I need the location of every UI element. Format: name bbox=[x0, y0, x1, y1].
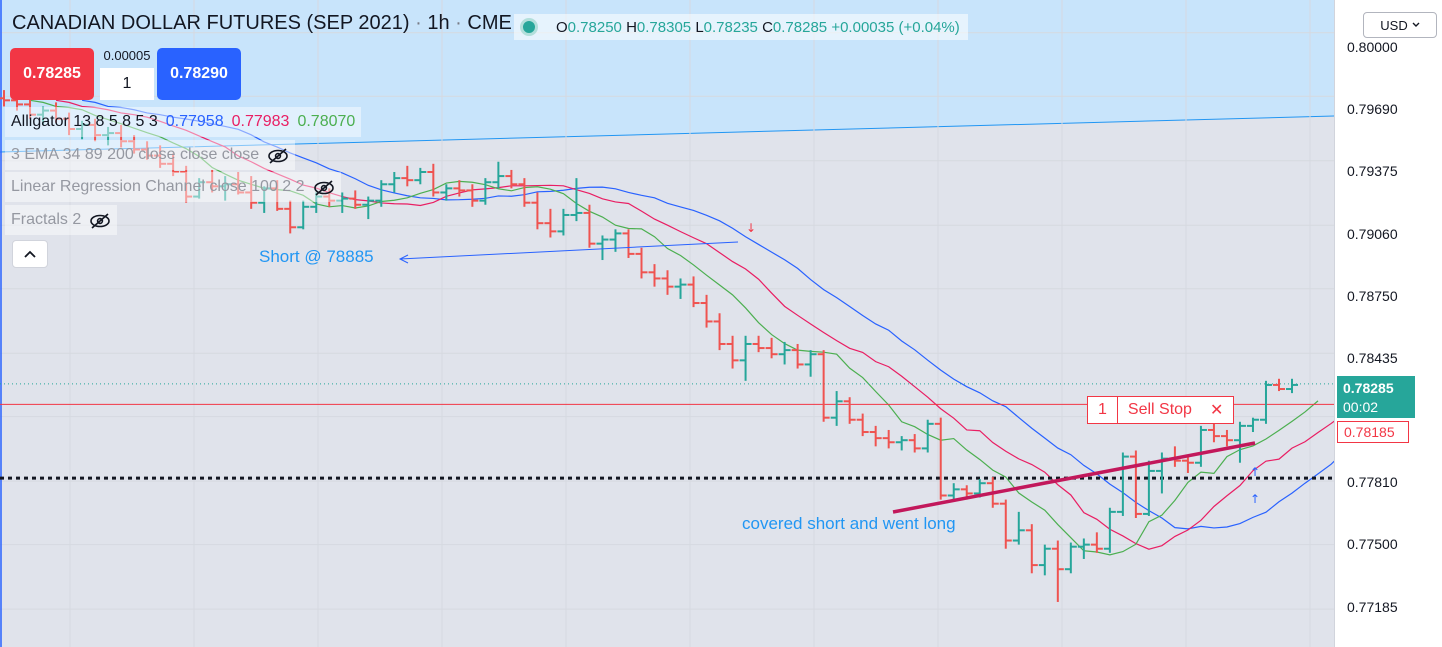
last-price: 0.78285 bbox=[1343, 380, 1394, 396]
sell-price: 0.78285 bbox=[23, 65, 81, 82]
price-tick: 0.77185 bbox=[1347, 599, 1398, 615]
study-name: Linear Regression Channel close 100 2 2 bbox=[11, 178, 305, 195]
study-value: 0.77983 bbox=[231, 113, 290, 130]
price-tick: 0.79690 bbox=[1347, 101, 1398, 117]
quantity-field[interactable]: 1 bbox=[100, 68, 154, 100]
bar-countdown: 00:02 bbox=[1343, 399, 1379, 415]
study-name: 3 EMA 34 89 200 close close close bbox=[11, 146, 260, 163]
study-fractals[interactable]: Fractals 2 bbox=[5, 205, 118, 235]
annotation-short[interactable]: Short @ 78885 bbox=[259, 247, 374, 266]
close-label: C bbox=[762, 18, 773, 36]
close-icon[interactable]: ✕ bbox=[1209, 402, 1224, 419]
separator: · bbox=[455, 12, 462, 34]
interval-label: 1h bbox=[427, 12, 450, 34]
alligator-lips-line bbox=[29, 99, 1319, 556]
price-tick: 0.79375 bbox=[1347, 163, 1398, 179]
price-tick: 0.78750 bbox=[1347, 288, 1398, 304]
eye-off-icon[interactable] bbox=[267, 148, 289, 164]
market-open-icon bbox=[520, 18, 538, 36]
alligator-jaw-line bbox=[81, 99, 1334, 530]
close-value: 0.78285 bbox=[772, 18, 828, 36]
order-price: 0.78185 bbox=[1344, 424, 1395, 440]
low-label: L bbox=[695, 18, 704, 36]
eye-off-icon[interactable] bbox=[89, 213, 111, 229]
order-quantity: 1 bbox=[1088, 397, 1118, 423]
quantity-value: 1 bbox=[122, 75, 132, 92]
separator: · bbox=[415, 12, 422, 34]
buy-price: 0.78290 bbox=[170, 65, 228, 82]
study-value: 0.78070 bbox=[297, 113, 356, 130]
price-tick: 0.79060 bbox=[1347, 226, 1398, 242]
change-value: +0.00035 (+0.04%) bbox=[831, 18, 960, 36]
low-value: 0.78235 bbox=[703, 18, 758, 36]
study-value: 0.77958 bbox=[165, 113, 224, 130]
symbol-legend[interactable]: CANADIAN DOLLAR FUTURES (SEP 2021) · 1h … bbox=[12, 12, 512, 35]
currency-dropdown[interactable]: USD bbox=[1363, 12, 1437, 38]
order-label: Sell Stop bbox=[1127, 401, 1192, 418]
last-price-badge: 0.78285 00:02 bbox=[1337, 376, 1415, 418]
price-tick: 0.80000 bbox=[1347, 39, 1398, 55]
annotation-long[interactable]: covered short and went long bbox=[742, 514, 956, 533]
open-value: 0.78250 bbox=[567, 18, 622, 36]
collapse-legend-button[interactable] bbox=[12, 240, 48, 268]
currency-label: USD bbox=[1380, 17, 1408, 33]
ohlc-readout: O 0.78250 H 0.78305 L 0.78235 C 0.78285 +0.0… bbox=[514, 14, 968, 40]
alligator-teeth-line bbox=[55, 99, 1334, 550]
buy-button[interactable]: 0.78290 bbox=[157, 48, 241, 100]
price-tick: 0.77500 bbox=[1347, 536, 1398, 552]
sell-stop-order[interactable]: 1 Sell Stop ✕ bbox=[1087, 396, 1235, 424]
price-chart[interactable]: ↓ ↑ ↑ bbox=[0, 0, 1334, 647]
price-tick: 0.77810 bbox=[1347, 474, 1398, 490]
high-value: 0.78305 bbox=[636, 18, 692, 36]
study-name: Fractals 2 bbox=[11, 211, 82, 228]
chart-pane[interactable]: ↓ ↑ ↑ CANADIAN DOLLAR FUTURES (SEP 2021) ·… bbox=[0, 0, 1334, 647]
short-arrow-line bbox=[399, 241, 739, 260]
fractal-up-icon: ↑ bbox=[1250, 465, 1260, 479]
price-axis[interactable]: USD 0.80000 0.79690 0.79375 0.79060 0.78… bbox=[1334, 0, 1442, 647]
fractal-up-icon: ↑ bbox=[1250, 492, 1260, 506]
study-ema[interactable]: 3 EMA 34 89 200 close close close bbox=[5, 140, 296, 170]
open-label: O bbox=[556, 18, 568, 36]
chevron-up-icon bbox=[24, 250, 36, 258]
eye-off-icon[interactable] bbox=[313, 180, 335, 196]
chevron-down-icon bbox=[1412, 22, 1420, 27]
fractal-down-icon: ↓ bbox=[746, 221, 756, 235]
symbol-title: CANADIAN DOLLAR FUTURES (SEP 2021) bbox=[12, 12, 410, 34]
trend-line bbox=[892, 441, 1256, 514]
regression-channel-band bbox=[0, 0, 1334, 152]
price-tick: 0.78435 bbox=[1347, 350, 1398, 366]
order-price-badge: 0.78185 bbox=[1337, 421, 1409, 443]
study-linear-regression[interactable]: Linear Regression Channel close 100 2 2 bbox=[5, 172, 341, 202]
exchange-label: CME bbox=[467, 12, 512, 34]
arrow-head-icon bbox=[398, 254, 409, 264]
high-label: H bbox=[626, 18, 637, 36]
study-alligator[interactable]: Alligator 13 8 5 8 5 3 0.77958 0.77983 0… bbox=[5, 107, 362, 137]
study-name: Alligator 13 8 5 8 5 3 bbox=[11, 113, 158, 130]
spread-value: 0.00005 bbox=[103, 48, 151, 63]
sell-button[interactable]: 0.78285 bbox=[10, 48, 94, 100]
